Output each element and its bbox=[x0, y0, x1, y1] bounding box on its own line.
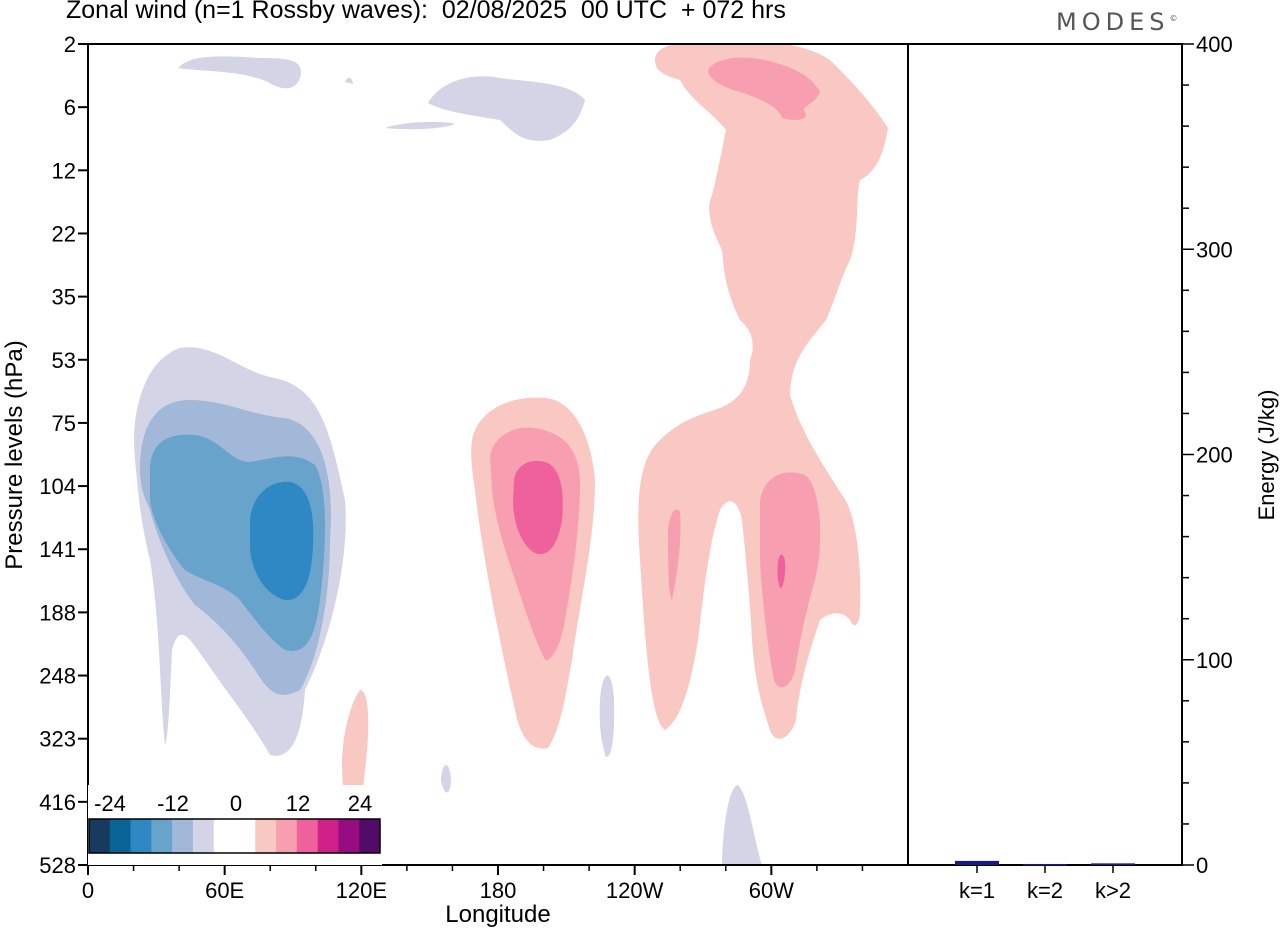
energy-tick-label: 200 bbox=[1196, 443, 1233, 468]
y-tick-label: 416 bbox=[39, 790, 76, 815]
y-tick-label: 141 bbox=[39, 537, 76, 562]
colorbar-swatch bbox=[317, 819, 339, 853]
contour-pos-12-east1 bbox=[777, 554, 786, 589]
colorbar-label: 12 bbox=[286, 791, 310, 816]
modes-logo: MODES© bbox=[1056, 8, 1178, 36]
y-axis: 2 6 12 22 35 53 75 104 141 188 248 323 416 528 bbox=[39, 32, 88, 878]
energy-panel-frame bbox=[907, 43, 1183, 866]
contour-pos-8-east1 bbox=[760, 472, 821, 688]
contour-neg-dot bbox=[345, 77, 353, 84]
y-tick-label: 323 bbox=[39, 727, 76, 752]
contour-neg-top2 bbox=[428, 76, 585, 141]
y-tick-label: 188 bbox=[39, 600, 76, 625]
energy-bar bbox=[1091, 863, 1135, 865]
energy-axis-label: Energy (J/kg) bbox=[1254, 390, 1279, 521]
contour-neg-blob2 bbox=[441, 765, 451, 793]
y-tick-label: 22 bbox=[52, 221, 76, 246]
wind-contour-field bbox=[116, 44, 888, 865]
y-tick-label: 35 bbox=[52, 285, 76, 310]
energy-tick-label: 300 bbox=[1196, 237, 1233, 262]
colorbar-swatch bbox=[151, 819, 173, 853]
colorbar-label: -12 bbox=[157, 791, 189, 816]
energy-category-label: k=1 bbox=[959, 878, 995, 903]
colorbar-swatch bbox=[89, 819, 111, 853]
y-tick-label: 104 bbox=[39, 474, 76, 499]
energy-tick-label: 0 bbox=[1196, 853, 1208, 878]
colorbar-swatch bbox=[255, 819, 277, 853]
y-tick-label: 75 bbox=[52, 411, 76, 436]
energy-bar bbox=[1023, 863, 1067, 866]
x-axis: 0 60E 120E 180 120W 60W bbox=[82, 865, 864, 903]
colorbar-swatch bbox=[130, 819, 152, 853]
y-tick-label: 53 bbox=[52, 348, 76, 373]
contour-pos-12-mid bbox=[513, 460, 563, 555]
colorbar-swatch bbox=[338, 819, 360, 853]
contour-neg-blob1 bbox=[599, 675, 615, 758]
y-tick-label: 528 bbox=[39, 853, 76, 878]
y-tick-label: 2 bbox=[64, 32, 76, 57]
x-tick-label: 120W bbox=[606, 878, 664, 903]
colorbar: -24 -12 0 12 24 bbox=[88, 785, 382, 865]
x-axis-label: Longitude bbox=[445, 901, 550, 928]
energy-category-label: k>2 bbox=[1095, 878, 1131, 903]
y-tick-label: 248 bbox=[39, 664, 76, 689]
y-axis-label: Pressure levels (hPa) bbox=[1, 340, 28, 569]
contour-neg-16 bbox=[250, 481, 314, 601]
chart-title: Zonal wind (n=1 Rossby waves): 02/08/202… bbox=[66, 0, 786, 24]
energy-bar bbox=[955, 860, 999, 865]
energy-axis: 0 100 200 300 400 bbox=[1182, 32, 1233, 878]
x-tick-label: 120E bbox=[336, 878, 387, 903]
contour-neg-top3 bbox=[385, 121, 455, 130]
colorbar-swatch bbox=[109, 819, 131, 853]
energy-bars: k=1 k=2 k>2 bbox=[955, 860, 1135, 903]
contour-pos-8-east2 bbox=[668, 509, 681, 600]
colorbar-swatch bbox=[359, 819, 381, 853]
colorbar-label: -24 bbox=[94, 791, 126, 816]
energy-tick-label: 100 bbox=[1196, 648, 1233, 673]
contour-neg-top1 bbox=[178, 56, 301, 89]
x-tick-label: 60E bbox=[205, 878, 244, 903]
contour-pos-4-east bbox=[638, 44, 888, 739]
contour-neg-blob3 bbox=[722, 785, 762, 865]
colorbar-frame bbox=[88, 818, 381, 854]
colorbar-swatch bbox=[213, 819, 235, 853]
energy-category-label: k=2 bbox=[1027, 878, 1063, 903]
y-tick-label: 12 bbox=[52, 158, 76, 183]
colorbar-swatch bbox=[276, 819, 298, 853]
colorbar-label: 0 bbox=[230, 791, 242, 816]
y-tick-label: 6 bbox=[64, 95, 76, 120]
colorbar-swatch bbox=[172, 819, 194, 853]
x-tick-label: 60W bbox=[749, 878, 794, 903]
x-tick-label: 180 bbox=[480, 878, 517, 903]
colorbar-swatch bbox=[234, 819, 256, 853]
colorbar-label: 24 bbox=[348, 791, 372, 816]
contour-pos-8-top bbox=[708, 57, 820, 120]
x-tick-label: 0 bbox=[82, 878, 94, 903]
colorbar-swatch bbox=[296, 819, 318, 853]
colorbar-swatch bbox=[192, 819, 215, 853]
energy-tick-label: 400 bbox=[1196, 32, 1233, 57]
